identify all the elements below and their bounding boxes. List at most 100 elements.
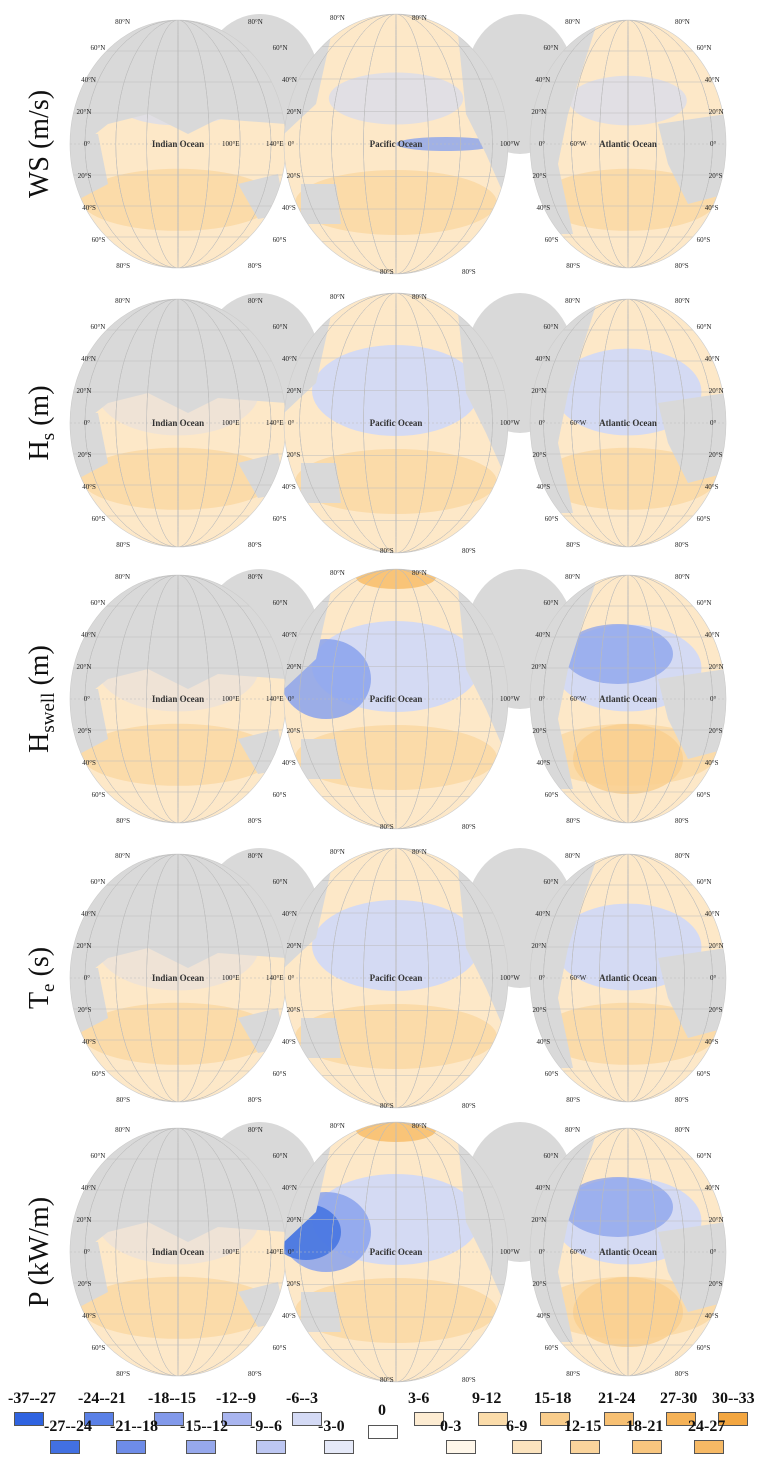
lat-tick: 80°N (565, 1126, 580, 1134)
lat-tick: 20°N (77, 108, 92, 116)
ocean-label: Indian Ocean (152, 1247, 204, 1257)
globe-indian (70, 1128, 286, 1376)
lat-tick: 60°N (697, 323, 712, 331)
lat-tick: 40°S (282, 1038, 296, 1046)
lat-tick: 60°S (697, 1070, 711, 1078)
lat-tick: 0° (539, 419, 546, 427)
legend-label: -9--6 (250, 1418, 282, 1435)
lat-tick: 20°S (709, 1280, 723, 1288)
lat-tick: 80°S (566, 1370, 580, 1378)
lat-tick: 60°S (545, 1070, 559, 1078)
lat-tick: 40°N (535, 631, 550, 639)
lat-tick: 0° (84, 419, 91, 427)
lat-tick: 60°S (92, 791, 106, 799)
legend-swatch (666, 1412, 696, 1426)
legend-swatch (512, 1440, 542, 1454)
globe-pacific (284, 569, 508, 829)
lat-tick: 40°N (282, 1184, 297, 1192)
lat-tick: 20°S (709, 1006, 723, 1014)
lat-tick: 40°S (82, 204, 96, 212)
legend-swatch (632, 1440, 662, 1454)
lat-tick: 20°S (287, 727, 301, 735)
lat-tick: 0° (288, 974, 295, 982)
lat-tick: 80°N (412, 14, 427, 22)
map-panel-row: Indian Ocean Pacific Ocean Atlantic Ocean 8… (24, 1121, 727, 1384)
lat-tick: 80°N (675, 852, 690, 860)
lat-tick: 40°N (705, 1184, 720, 1192)
lat-tick: 0° (710, 974, 717, 982)
lat-tick: 80°N (115, 852, 130, 860)
lat-tick: 80°N (330, 1122, 345, 1130)
lat-tick: 0° (539, 1248, 546, 1256)
legend-swatch (570, 1440, 600, 1454)
lon-tick: 140°E (266, 419, 284, 427)
lat-tick: 0° (710, 419, 717, 427)
ocean-label: Atlantic Ocean (599, 1247, 657, 1257)
lat-tick: 40°S (536, 483, 550, 491)
lat-tick: 20°S (78, 172, 92, 180)
lat-tick: 60°S (273, 791, 287, 799)
lat-tick: 20°N (709, 663, 724, 671)
globe-atlantic (530, 854, 726, 1102)
map-panel-row: Indian Ocean Pacific Ocean Atlantic Ocean 8… (24, 13, 727, 276)
lat-tick: 80°N (248, 573, 263, 581)
lat-tick: 20°S (709, 727, 723, 735)
lat-tick: 0° (710, 1248, 717, 1256)
lat-tick: 80°S (462, 547, 476, 555)
legend-swatch (718, 1412, 748, 1426)
lat-tick: 20°S (709, 172, 723, 180)
lat-tick: 80°S (566, 1096, 580, 1104)
globe-pacific (284, 293, 508, 553)
lat-tick: 40°N (81, 355, 96, 363)
lat-tick: 20°N (531, 942, 546, 950)
lat-tick: 20°N (77, 1216, 92, 1224)
legend-label: -6--3 (286, 1390, 318, 1407)
lat-tick: 80°N (412, 1122, 427, 1130)
lon-tick: 140°E (266, 974, 284, 982)
lat-tick: 40°N (282, 76, 297, 84)
lat-tick: 60°S (545, 791, 559, 799)
globe-pacific (284, 848, 508, 1108)
lat-tick: 60°N (697, 599, 712, 607)
lat-tick: 80°S (116, 541, 130, 549)
lon-tick: 100°E (222, 140, 240, 148)
lat-tick: 80°S (116, 262, 130, 270)
lat-tick: 20°N (531, 1216, 546, 1224)
lon-tick: 140°E (266, 1248, 284, 1256)
globe-atlantic (530, 20, 726, 268)
legend-label: 18-21 (626, 1418, 664, 1435)
legend-label: 15-18 (534, 1390, 572, 1407)
lat-tick: 80°N (565, 18, 580, 26)
lat-tick: 0° (539, 974, 546, 982)
legend-swatch (256, 1440, 286, 1454)
legend-swatch (414, 1412, 444, 1426)
lat-tick: 40°N (81, 631, 96, 639)
lat-tick: 40°S (705, 759, 719, 767)
legend-zero-label: 0 (378, 1402, 386, 1419)
lon-tick: 100°W (500, 1248, 520, 1256)
legend-swatch (446, 1440, 476, 1454)
globe-indian (70, 854, 286, 1102)
lon-tick: 60°W (570, 140, 587, 148)
lat-tick: 40°N (535, 1184, 550, 1192)
lat-tick: 20°S (78, 1006, 92, 1014)
lat-tick: 20°S (533, 1006, 547, 1014)
lat-tick: 80°N (248, 18, 263, 26)
lat-tick: 80°S (248, 817, 262, 825)
lat-tick: 0° (539, 140, 546, 148)
lon-tick: 100°E (222, 419, 240, 427)
ocean-label: Indian Ocean (152, 139, 204, 149)
lat-tick: 40°N (535, 76, 550, 84)
lat-tick: 60°S (92, 236, 106, 244)
legend-swatch (14, 1412, 44, 1426)
lat-tick: 40°S (82, 759, 96, 767)
lat-tick: 60°S (545, 515, 559, 523)
legend-label: 24-27 (688, 1418, 726, 1435)
lat-tick: 80°S (248, 1096, 262, 1104)
lat-tick: 20°S (78, 727, 92, 735)
legend-label: -12--9 (216, 1390, 256, 1407)
lat-tick: 40°S (705, 483, 719, 491)
lat-tick: 80°S (248, 262, 262, 270)
globe-atlantic (530, 299, 726, 547)
